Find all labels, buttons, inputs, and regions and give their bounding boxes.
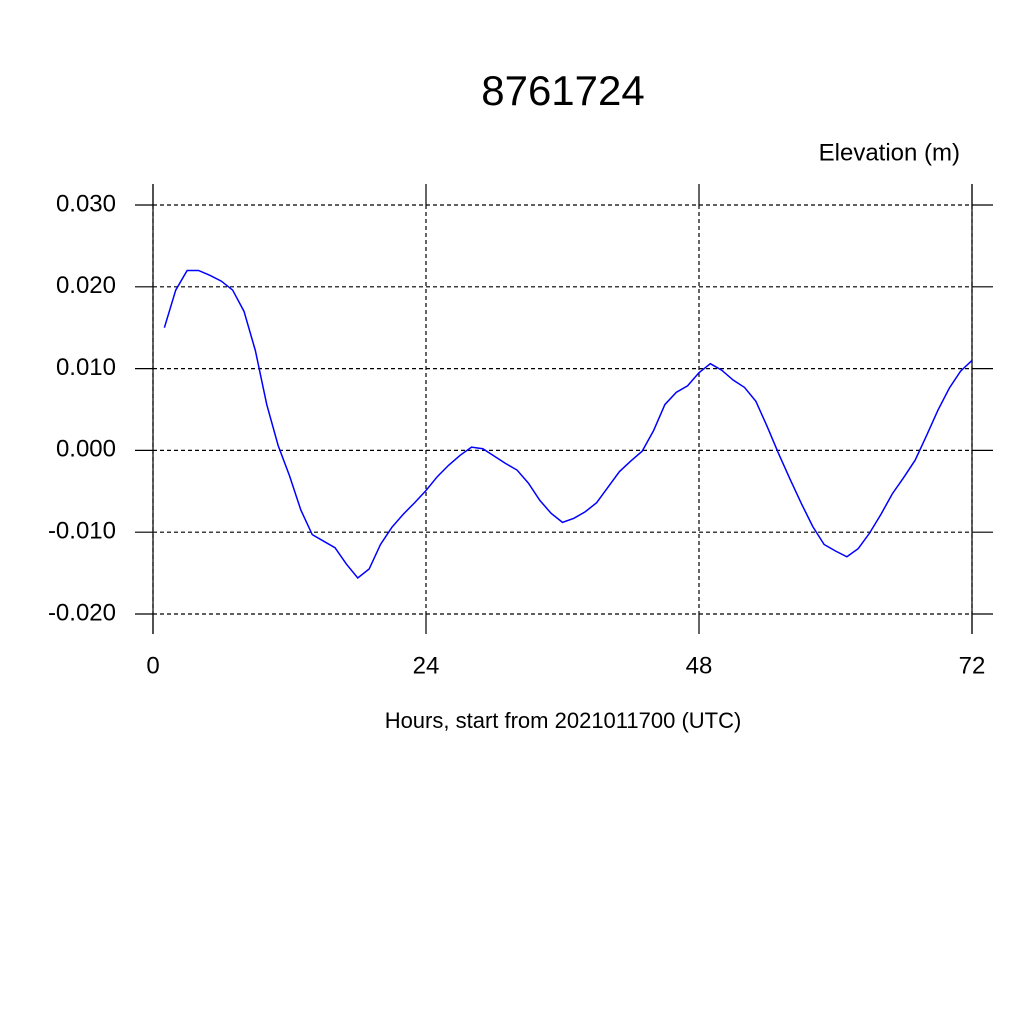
x-tick-label: 48 [686,652,713,679]
x-tick-label: 0 [146,652,159,679]
data-line [163,269,973,580]
x-tick-label: 24 [413,652,440,679]
x-axis-label: Hours, start from 2021011700 (UTC) [385,708,742,733]
x-tick-label: 72 [959,652,986,679]
y-tick-label: 0.000 [56,436,116,463]
y-tick-label: 0.020 [56,272,116,299]
y-tick-label: 0.030 [56,190,116,217]
y-tick-label: -0.010 [48,518,116,545]
y-axis-label: Elevation (m) [819,139,960,166]
y-tick-label: 0.010 [56,354,116,381]
y-tick-label: -0.020 [48,599,116,626]
chart-title: 8761724 [481,67,645,114]
